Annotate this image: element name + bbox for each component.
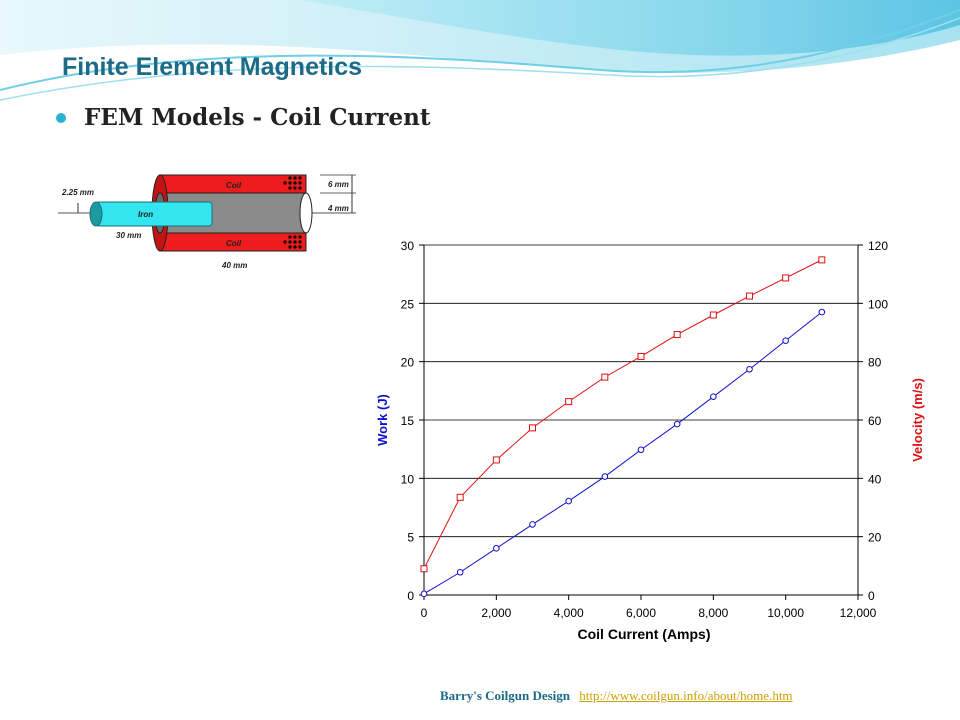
y-right-tick-label: 80 — [868, 356, 882, 370]
footer-credit: Barry's Coilgun Design — [440, 688, 571, 703]
velocity-data-point — [492, 456, 500, 464]
x-tick-label: 12,000 — [840, 606, 877, 620]
chart-axes — [419, 244, 863, 600]
velocity-data-point — [420, 565, 428, 573]
y-right-tick-label: 40 — [868, 472, 882, 486]
coil-diagram: Coil Coil Iron 2.25 mm 30 mm 40 mm 6 mm … — [58, 174, 356, 270]
y-left-tick-label: 15 — [401, 414, 415, 428]
work-data-point — [529, 521, 536, 528]
slide-title: Finite Element Magnetics — [62, 53, 363, 81]
work-data-point — [746, 365, 753, 373]
footer: Barry's Coilgun Design http://www.coilgu… — [440, 688, 793, 704]
iron-label: Iron — [138, 210, 153, 219]
work-data-point — [782, 337, 789, 344]
work-data-point — [673, 420, 681, 428]
x-tick-label: 8,000 — [698, 606, 728, 620]
dim-40-label: 40 mm — [221, 261, 247, 270]
dim-4-label: 4 mm — [327, 204, 349, 213]
velocity-data-point — [637, 352, 645, 360]
y-right-tick-label: 120 — [868, 239, 888, 253]
background-swoosh — [0, 0, 960, 101]
chart-series — [420, 256, 826, 598]
velocity-data-point — [709, 311, 717, 319]
y-left-tick-label: 25 — [401, 297, 415, 311]
y-right-tick-label: 20 — [868, 531, 882, 545]
y-left-tick-label: 10 — [401, 472, 415, 486]
series-line-left — [423, 311, 823, 595]
y-axis-right-label: Velocity (m/s) — [910, 378, 925, 462]
dim-225-label: 2.25 mm — [61, 188, 94, 197]
velocity-data-point — [565, 398, 573, 406]
footer-link[interactable]: http://www.coilgun.info/about/home.htm — [579, 688, 793, 703]
y-left-tick-label: 20 — [401, 356, 415, 370]
y-right-tick-label: 100 — [868, 297, 888, 311]
work-data-point — [601, 473, 609, 480]
y-left-tick-label: 30 — [401, 239, 415, 253]
work-data-point — [818, 308, 826, 316]
x-tick-label: 10,000 — [767, 606, 804, 620]
velocity-data-point — [529, 424, 536, 432]
velocity-data-point — [673, 331, 681, 339]
y-left-tick-label: 5 — [407, 531, 414, 545]
coil-bottom-label: Coil — [226, 239, 242, 248]
y-right-tick-label: 0 — [868, 589, 875, 603]
velocity-data-point — [746, 292, 753, 300]
velocity-data-point — [818, 256, 826, 264]
work-data-point — [493, 545, 500, 552]
x-tick-label: 0 — [421, 606, 428, 620]
y-axis-left-label: Work (J) — [375, 394, 390, 446]
coil-top-label: Coil — [226, 181, 242, 190]
x-tick-label: 2,000 — [481, 606, 511, 620]
velocity-data-point — [456, 493, 464, 501]
velocity-data-point — [601, 373, 609, 381]
work-data-point — [456, 568, 464, 576]
work-data-point — [637, 446, 645, 454]
work-data-point — [420, 590, 428, 598]
bullet-item: FEM Models - Coil Current — [56, 104, 430, 131]
x-tick-label: 4,000 — [554, 606, 584, 620]
velocity-data-point — [782, 274, 790, 282]
dim-30-label: 30 mm — [116, 231, 141, 240]
bullet-text: FEM Models - Coil Current — [84, 104, 431, 131]
x-axis-label: Coil Current (Amps) — [578, 626, 711, 642]
series-line-right — [423, 259, 823, 569]
x-tick-label: 6,000 — [626, 606, 656, 620]
work-data-point — [565, 497, 572, 505]
y-left-tick-label: 0 — [407, 589, 414, 603]
bullet-dot-icon — [56, 112, 66, 123]
work-data-point — [710, 393, 717, 400]
y-right-tick-label: 60 — [868, 414, 882, 428]
dim-6-label: 6 mm — [328, 180, 349, 189]
